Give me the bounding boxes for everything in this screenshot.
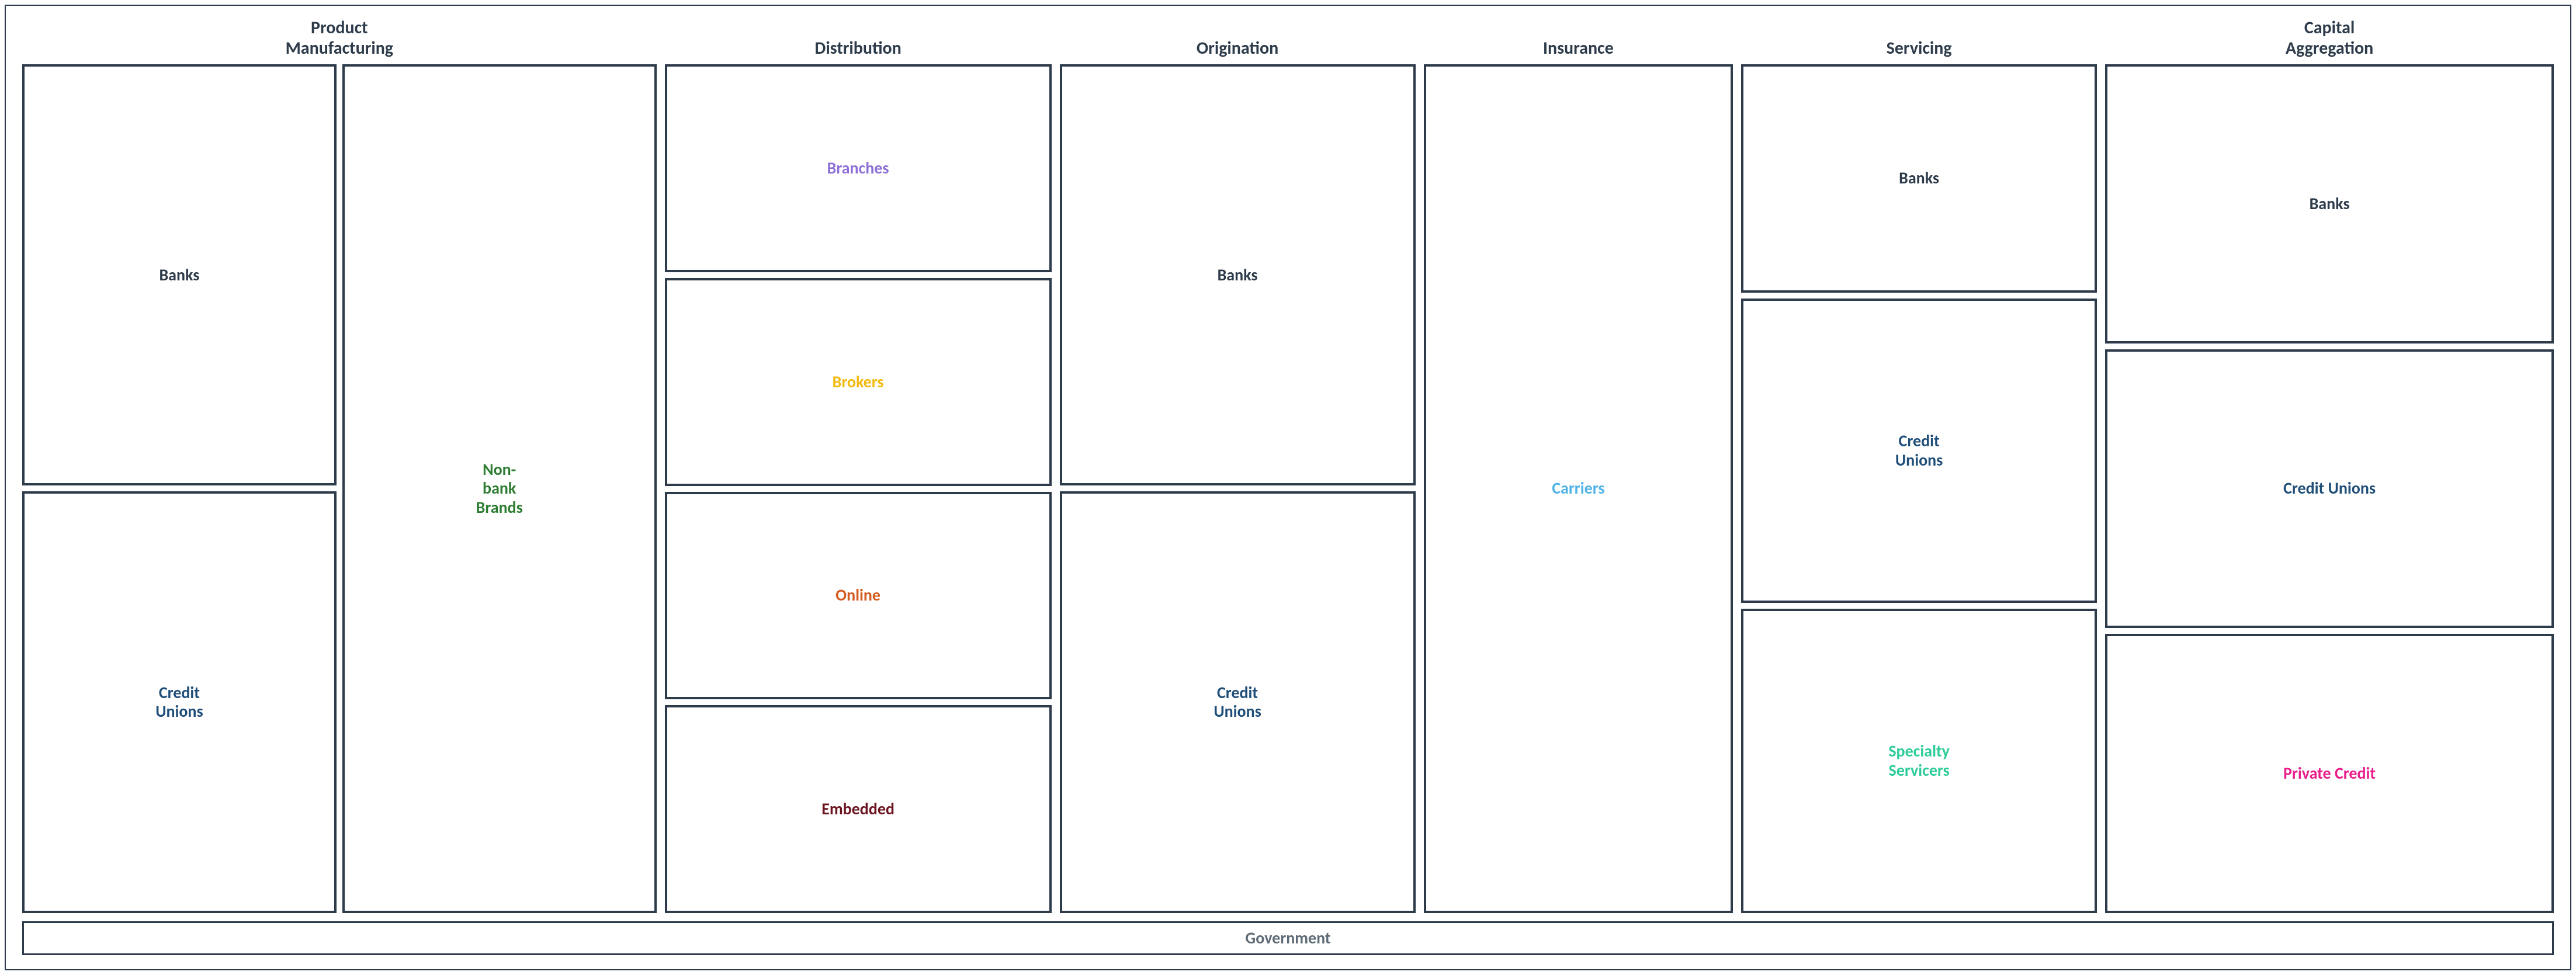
column-header: Distribution <box>665 16 1052 58</box>
entity-box: Credit Unions <box>1741 299 2097 603</box>
entity-box: Credit Unions <box>1060 491 1416 912</box>
column-stack: Banks Credit Unions Specialty Servicers <box>1741 64 2097 913</box>
column-stack: Non- bank Brands <box>342 64 657 913</box>
column-stack: Carriers <box>1424 64 1733 913</box>
government-row: Government <box>22 921 2554 955</box>
entity-label: Banks <box>1218 266 1258 284</box>
column-body: Carriers <box>1424 64 1733 913</box>
entity-box: Banks <box>1060 64 1416 485</box>
entity-box: Credit Unions <box>22 491 337 912</box>
column-product_manufacturing: Product Manufacturing Banks Credit Unions N… <box>22 16 657 913</box>
column-stack: Banks Credit Unions <box>22 64 337 913</box>
entity-label: Credit Unions <box>155 683 203 721</box>
column-capital_aggregation: Capital Aggregation Banks Credit Unions Pri… <box>2105 16 2554 913</box>
entity-box: Banks <box>2105 64 2554 343</box>
column-header: Capital Aggregation <box>2105 16 2554 58</box>
column-body: Banks Credit Unions <box>1060 64 1416 913</box>
government-label: Government <box>1245 928 1330 948</box>
entity-box: Credit Unions <box>2105 349 2554 629</box>
column-distribution: Distribution Branches Brokers Online Embedde… <box>665 16 1052 913</box>
entity-label: Credit Unions <box>2283 479 2376 498</box>
entity-box: Branches <box>665 64 1052 272</box>
entity-label: Banks <box>1899 169 1939 188</box>
column-servicing: Servicing Banks Credit Unions Specialty Ser… <box>1741 16 2097 913</box>
column-body: Banks Credit Unions Non- bank Brands <box>22 64 657 913</box>
entity-label: Embedded <box>821 800 895 818</box>
entity-box: Banks <box>1741 64 2097 293</box>
column-stack: Branches Brokers Online Embedded <box>665 64 1052 913</box>
column-body: Banks Credit Unions Private Credit <box>2105 64 2554 913</box>
entity-box: Embedded <box>665 705 1052 913</box>
columns-row: Product Manufacturing Banks Credit Unions N… <box>22 16 2554 913</box>
entity-box: Online <box>665 492 1052 700</box>
entity-box: Carriers <box>1424 64 1733 913</box>
column-origination: Origination Banks Credit Unions <box>1060 16 1416 913</box>
government-box: Government <box>22 921 2554 955</box>
column-body: Branches Brokers Online Embedded <box>665 64 1052 913</box>
column-body: Banks Credit Unions Specialty Servicers <box>1741 64 2097 913</box>
entity-box: Non- bank Brands <box>342 64 657 913</box>
entity-label: Credit Unions <box>1895 432 1943 469</box>
entity-box: Banks <box>22 64 337 485</box>
diagram-frame: Product Manufacturing Banks Credit Unions N… <box>5 5 2571 970</box>
entity-label: Non- bank Brands <box>476 460 523 517</box>
entity-label: Carriers <box>1552 479 1604 498</box>
column-header: Origination <box>1060 16 1416 58</box>
entity-label: Online <box>835 586 880 605</box>
column-stack: Banks Credit Unions <box>1060 64 1416 913</box>
column-stack: Banks Credit Unions Private Credit <box>2105 64 2554 913</box>
entity-box: Brokers <box>665 278 1052 486</box>
entity-label: Specialty Servicers <box>1888 742 1950 779</box>
entity-box: Specialty Servicers <box>1741 609 2097 913</box>
entity-label: Brokers <box>833 373 884 391</box>
entity-label: Branches <box>827 159 889 178</box>
column-header: Product Manufacturing <box>22 16 657 58</box>
entity-label: Banks <box>2310 195 2350 213</box>
entity-label: Private Credit <box>2283 764 2376 783</box>
column-insurance: Insurance Carriers <box>1424 16 1733 913</box>
column-header: Insurance <box>1424 16 1733 58</box>
entity-box: Private Credit <box>2105 634 2554 913</box>
column-header: Servicing <box>1741 16 2097 58</box>
entity-label: Banks <box>159 266 199 284</box>
entity-label: Credit Unions <box>1214 683 1261 721</box>
